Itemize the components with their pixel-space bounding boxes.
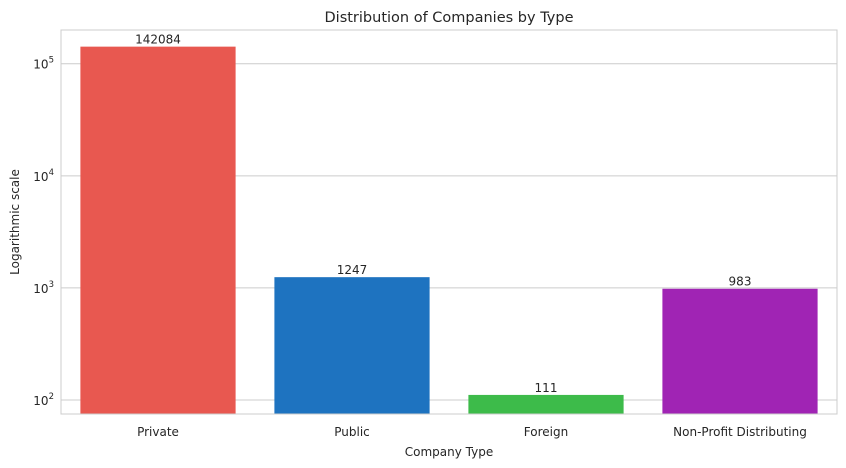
data-label: 1247 [337,263,368,277]
data-label: 983 [729,275,752,289]
data-label: 111 [535,381,558,395]
bars [80,46,818,414]
y-axis-label: Logarithmic scale [8,169,22,275]
bar-private [80,46,236,414]
y-tick-label: 105 [33,56,54,72]
y-tick-label: 103 [33,280,54,296]
x-tick-label: Public [334,425,370,439]
x-tick-label: Private [137,425,179,439]
x-tick-labels: Private Public Foreign Non-Profit Distribut… [137,425,807,439]
y-tick-label: 104 [33,168,54,184]
data-label: 142084 [135,33,181,47]
y-tick-labels: 102 103 104 105 [33,56,54,408]
chart-title: Distribution of Companies by Type [325,10,574,26]
plot-frame [60,29,838,415]
x-tick-label: Non-Profit Distributing [673,425,807,439]
x-axis-label: Company Type [405,445,493,459]
x-tick-label: Foreign [524,425,568,439]
bar-public [274,277,430,414]
bar-foreign [468,394,624,414]
data-labels: 142084 1247 111 983 [135,33,751,395]
bar-non-profit-distributing [662,288,818,414]
y-tick-label: 102 [33,392,54,408]
